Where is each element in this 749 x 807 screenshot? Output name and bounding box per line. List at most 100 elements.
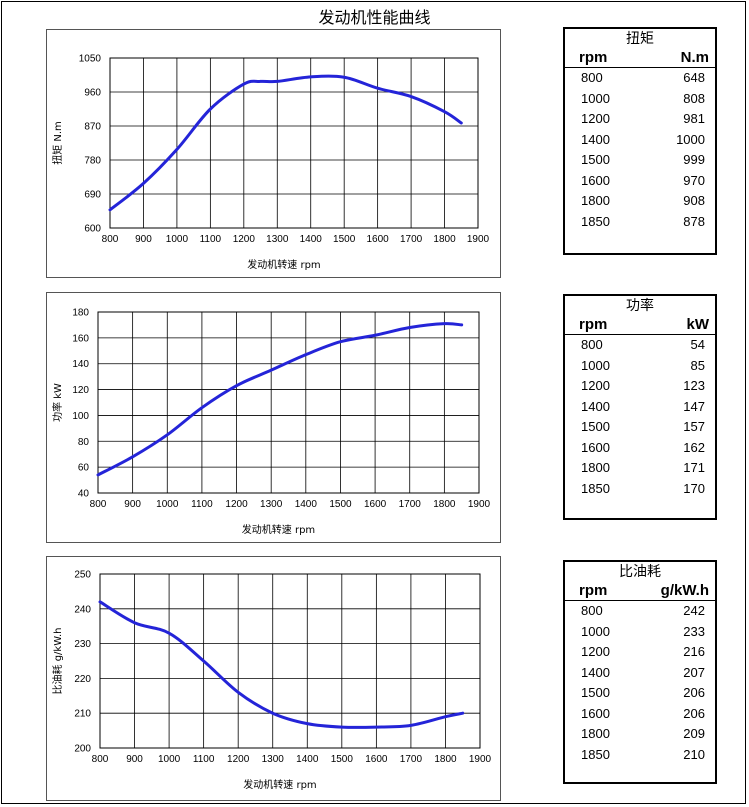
x-axis-label: 发动机转速 rpm — [242, 523, 315, 536]
y-tick-label: 250 — [74, 570, 91, 581]
y-tick-label: 960 — [84, 88, 101, 99]
table-header: rpm N.m — [565, 48, 715, 68]
table-row: 800 242 — [565, 601, 715, 622]
cell-value: 808 — [683, 90, 705, 106]
cell-rpm: 1500 — [581, 152, 610, 167]
x-tick-label: 1000 — [156, 499, 179, 510]
table-row: 1850 170 — [565, 479, 715, 500]
x-tick-label: 1100 — [191, 499, 213, 510]
cell-rpm: 1600 — [581, 439, 610, 455]
x-tick-label: 800 — [102, 234, 119, 245]
y-tick-label: 100 — [72, 411, 89, 422]
y-tick-label: 160 — [72, 333, 89, 344]
power-table: 功率 rpm kW 800 54 1000 85 1200 123 1400 147 1500 157 1… — [563, 294, 717, 520]
cell-rpm: 800 — [581, 70, 603, 85]
cell-value: 210 — [683, 746, 705, 762]
cell-value: 170 — [683, 480, 705, 496]
x-tick-label: 1500 — [333, 234, 356, 245]
cell-rpm: 1000 — [581, 357, 610, 373]
y-axis-label: 扭矩 N.m — [51, 121, 64, 165]
y-tick-label: 230 — [74, 639, 91, 650]
x-axis-label: 发动机转速 rpm — [243, 778, 316, 791]
x-tick-label: 1900 — [469, 754, 492, 765]
cell-value: 908 — [683, 193, 705, 208]
x-tick-label: 900 — [135, 234, 152, 245]
table-title: 比油耗 — [619, 564, 661, 580]
table-row: 1500 206 — [565, 683, 715, 704]
y-tick-label: 140 — [72, 359, 89, 370]
table-row: 1000 808 — [565, 89, 715, 110]
header-rpm: rpm — [579, 582, 608, 599]
cell-rpm: 800 — [581, 337, 603, 352]
cell-rpm: 1200 — [581, 644, 610, 659]
x-tick-label: 900 — [126, 754, 143, 765]
cell-rpm: 1400 — [581, 131, 610, 147]
table-row: 1500 999 — [565, 150, 715, 171]
x-tick-label: 1000 — [166, 234, 189, 245]
header-unit: g/kW.h — [660, 582, 709, 599]
bsfc-chart: 800 900 1000 1100 1200 1300 1400 1500 1600 1700 18… — [46, 556, 501, 801]
page-title: 发动机性能曲线 — [318, 8, 431, 27]
cell-value: 85 — [690, 357, 705, 373]
cell-rpm: 1500 — [581, 685, 610, 700]
x-tick-label: 1700 — [400, 234, 423, 245]
x-tick-label: 1300 — [262, 754, 285, 765]
x-tick-label: 1700 — [400, 754, 423, 765]
cell-value: 162 — [683, 439, 705, 455]
cell-value: 206 — [683, 685, 705, 700]
x-axis-label: 发动机转速 rpm — [247, 258, 320, 271]
cell-value: 206 — [683, 705, 705, 721]
cell-value: 216 — [683, 644, 705, 659]
cell-rpm: 1800 — [581, 460, 610, 475]
cell-rpm: 1800 — [581, 193, 610, 208]
x-tick-label: 800 — [92, 754, 109, 765]
x-tick-label: 1600 — [367, 234, 390, 245]
cell-value: 157 — [683, 419, 705, 434]
table-row: 1850 210 — [565, 745, 715, 766]
table-row: 1850 878 — [565, 212, 715, 233]
table-row: 1200 216 — [565, 642, 715, 663]
x-tick-label: 1400 — [300, 234, 323, 245]
x-tick-label: 1200 — [227, 754, 250, 765]
torque-svg: 800 900 1000 1100 1200 1300 1400 1500 1600 1700 18… — [51, 54, 490, 272]
y-tick-label: 1050 — [79, 54, 102, 65]
header-unit: N.m — [680, 49, 709, 66]
table-title: 功率 — [626, 298, 654, 314]
cell-rpm: 1500 — [581, 419, 610, 434]
table-row: 1400 147 — [565, 397, 715, 418]
cell-value: 878 — [683, 213, 705, 229]
y-tick-label: 240 — [74, 604, 91, 615]
table-row: 1000 233 — [565, 622, 715, 643]
cell-value: 147 — [683, 398, 705, 414]
bsfc-table: 比油耗 rpm g/kW.h 800 242 1000 233 1200 216 1400 207 1… — [563, 560, 717, 784]
table-title: 扭矩 — [626, 31, 654, 47]
table-row: 1600 162 — [565, 438, 715, 459]
y-axis-label: 功率 kW — [51, 383, 64, 422]
cell-value: 648 — [683, 70, 705, 85]
x-tick-label: 1000 — [158, 754, 181, 765]
table-row: 800 648 — [565, 68, 715, 89]
cell-rpm: 1200 — [581, 378, 610, 393]
cell-rpm: 1000 — [581, 623, 610, 639]
y-tick-label: 80 — [78, 437, 90, 448]
x-tick-label: 1700 — [399, 499, 422, 510]
table-row: 1800 171 — [565, 458, 715, 479]
y-tick-label: 60 — [78, 463, 90, 474]
table-row: 800 54 — [565, 335, 715, 356]
x-tick-label: 1400 — [295, 499, 318, 510]
bsfc-svg: 800 900 1000 1100 1200 1300 1400 1500 1600 1700 18… — [51, 570, 492, 792]
table-row: 1800 908 — [565, 191, 715, 212]
table-row: 1600 970 — [565, 171, 715, 192]
x-tick-label: 1800 — [434, 754, 457, 765]
table-row: 1400 1000 — [565, 130, 715, 151]
torque-series-line — [108, 74, 463, 212]
x-tick-label: 1800 — [433, 234, 456, 245]
header-rpm: rpm — [579, 49, 608, 66]
table-header: rpm g/kW.h — [565, 581, 715, 601]
cell-rpm: 1850 — [581, 746, 610, 762]
x-tick-label: 1100 — [193, 754, 215, 765]
power-chart: 800 900 1000 1100 1200 1300 1400 1500 1600 1700 18… — [46, 292, 501, 543]
y-tick-label: 180 — [72, 308, 89, 319]
table-row: 1200 981 — [565, 109, 715, 130]
table-row: 1400 207 — [565, 663, 715, 684]
